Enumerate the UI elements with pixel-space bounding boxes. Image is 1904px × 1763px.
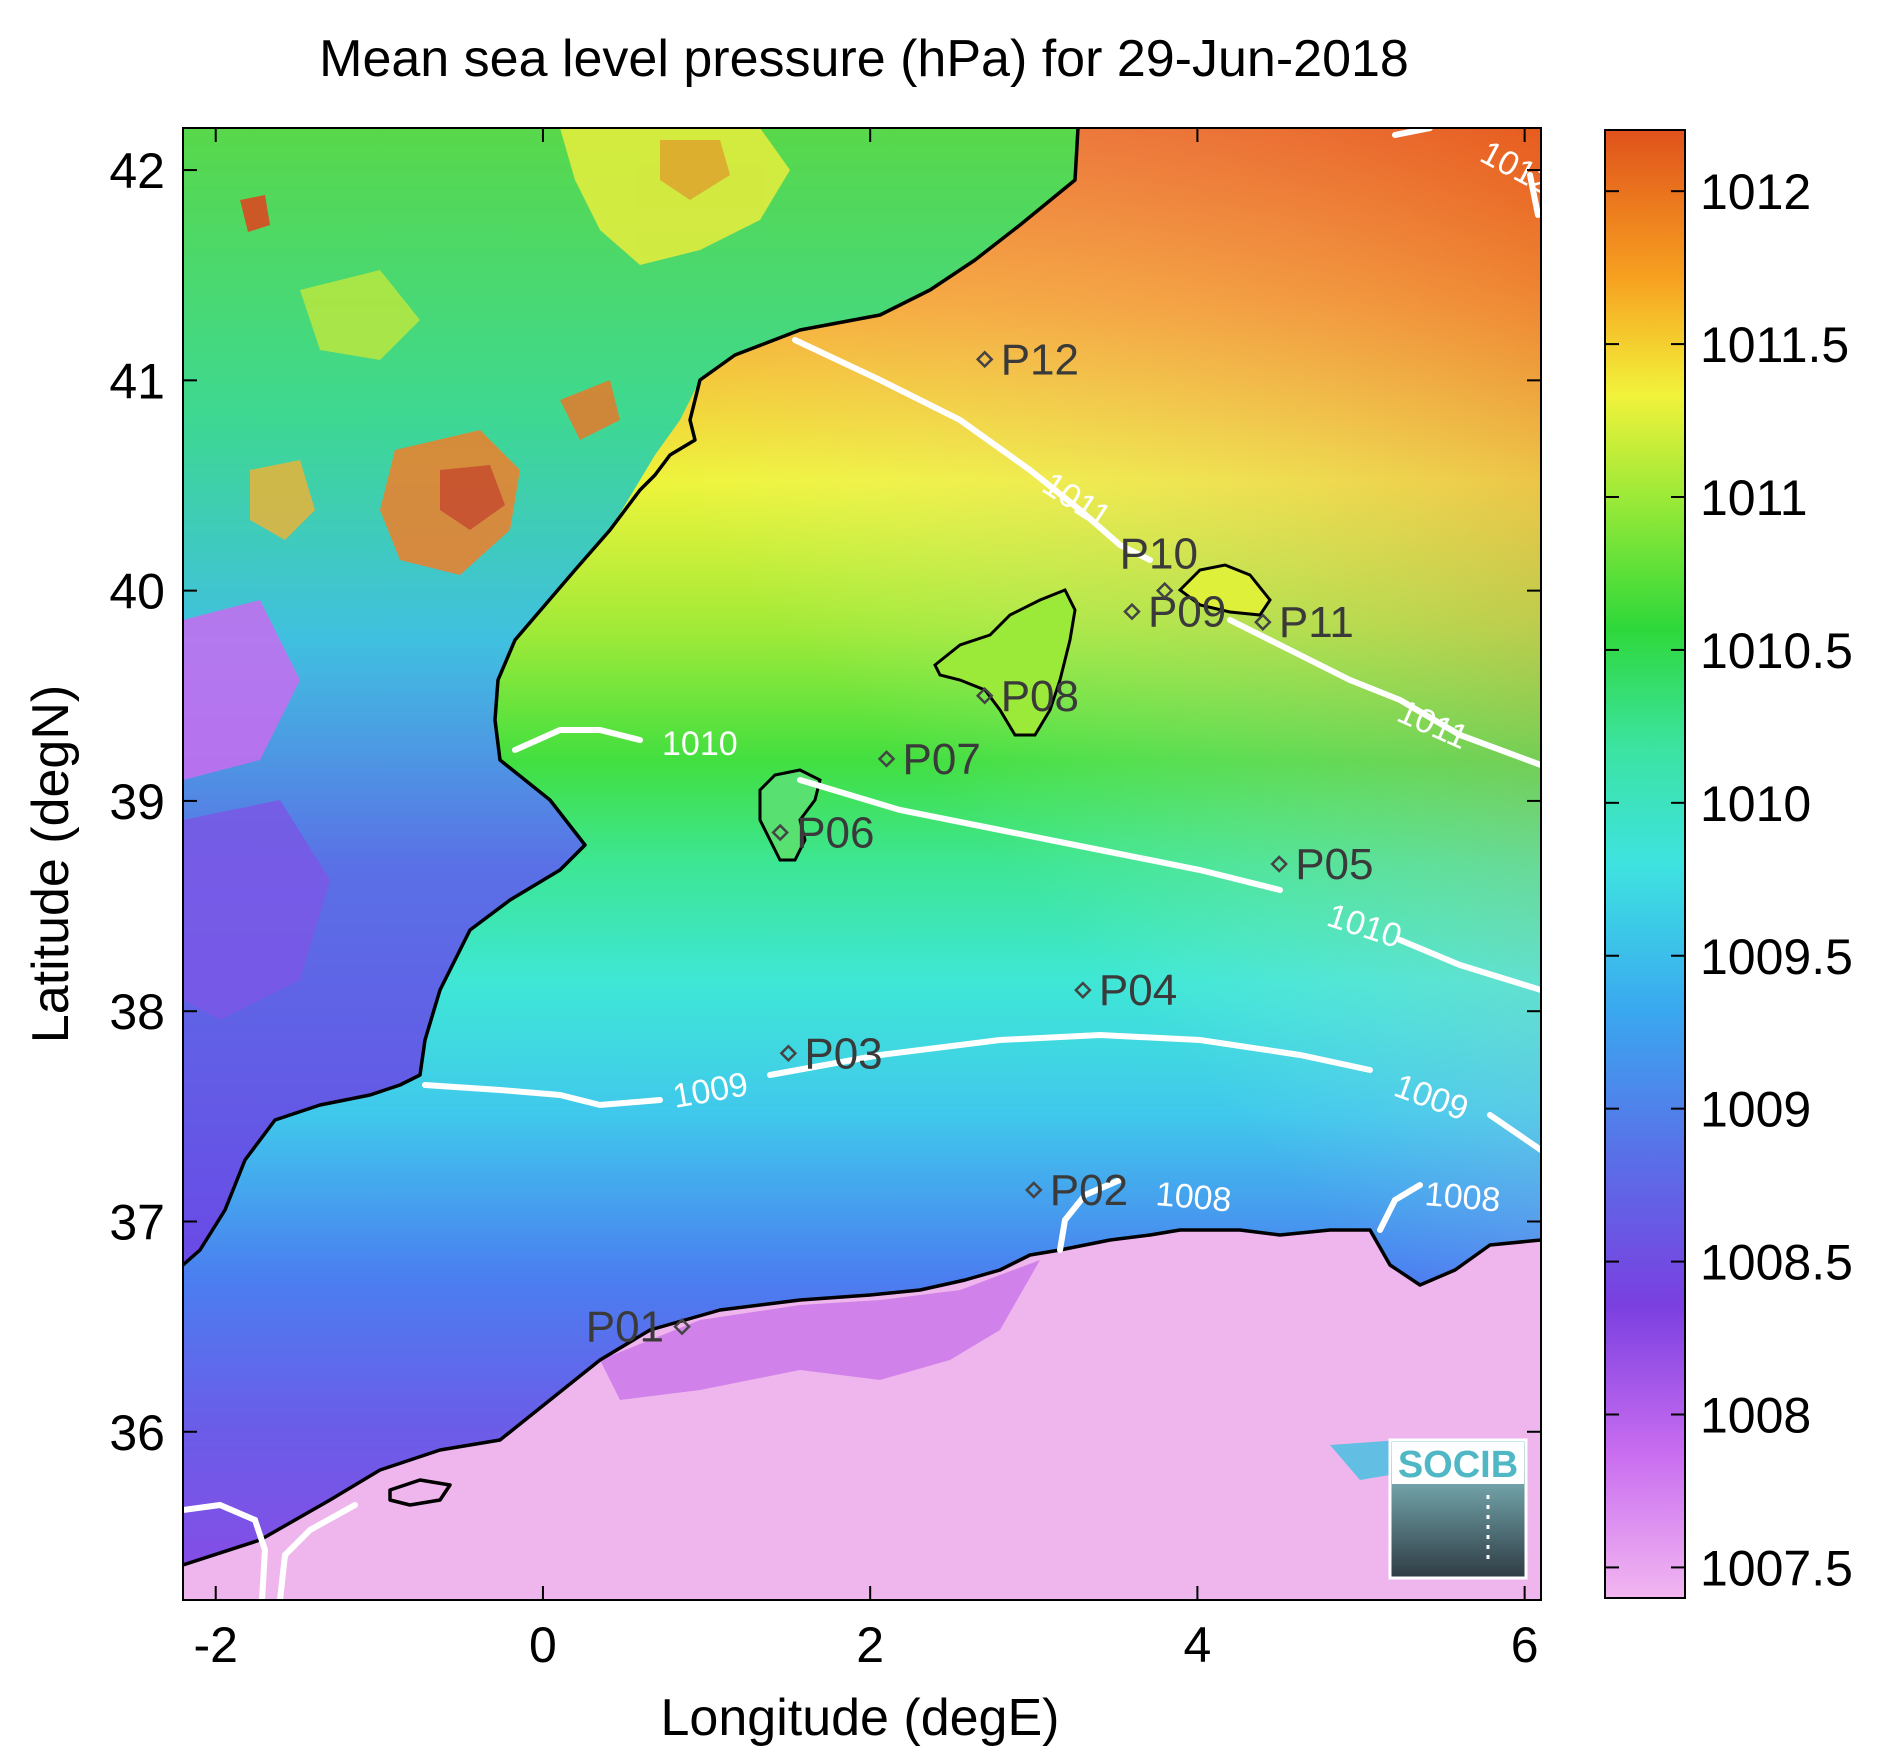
station-label: P09 — [1148, 588, 1226, 637]
colorbar-tick-label: 1007.5 — [1700, 1540, 1853, 1596]
colorbar-tick-label: 1010.5 — [1700, 623, 1853, 679]
station-marker-icon — [1270, 855, 1288, 873]
x-tick-label: -2 — [193, 1617, 237, 1673]
isobar-1011-north — [792, 337, 1153, 563]
map-field: 1012 1011 1011 1010 1010 1009 1009 1008 … — [183, 128, 1541, 1600]
x-tick-label: 6 — [1511, 1617, 1539, 1673]
station-label: P10 — [1120, 530, 1198, 579]
ibiza-island — [758, 768, 822, 862]
isobar-1008-west — [1057, 1177, 1123, 1253]
station-label: P11 — [1279, 598, 1354, 647]
colorbar-tick-label: 1008 — [1700, 1388, 1811, 1444]
isobar-1009-west — [422, 1082, 663, 1109]
isobar-1012-top — [1392, 128, 1433, 138]
isobar-southwest — [183, 1501, 269, 1600]
x-tick-label: 2 — [856, 1617, 884, 1673]
isobar-1010-mid — [797, 777, 1283, 893]
station-p02: P02 — [1025, 1166, 1128, 1215]
station-marker-icon — [1155, 581, 1174, 600]
x-tick-label: 0 — [529, 1617, 557, 1673]
isobar-1009-mid — [767, 1031, 1373, 1078]
x-axis: -2 0 2 4 6 — [193, 128, 1539, 1673]
colorbar — [1604, 129, 1686, 1599]
station-marker-icon — [975, 350, 994, 369]
station-label: P05 — [1295, 840, 1373, 889]
station-p05: P05 — [1270, 840, 1374, 889]
menorca-island — [1177, 563, 1272, 617]
station-p08: P08 — [975, 672, 1079, 721]
map-title: Mean sea level pressure (hPa) for 29-Jun… — [319, 30, 1409, 88]
station-p04: P04 — [1074, 966, 1177, 1015]
isobar-1010-east — [1397, 937, 1541, 993]
socib-logo-text: SOCIB — [1398, 1444, 1518, 1486]
station-label: P07 — [903, 735, 981, 784]
colorbar-tick-label: 1011.5 — [1700, 317, 1849, 373]
colorbar-tick-label: 1008.5 — [1700, 1235, 1853, 1291]
iberia-land — [183, 128, 1078, 1265]
station-label: P06 — [796, 808, 874, 857]
y-tick-label: 41 — [109, 353, 165, 409]
isobar-1011-east — [1227, 617, 1541, 768]
y-tick-label: 40 — [109, 564, 165, 620]
station-p12: P12 — [975, 335, 1079, 384]
isobar-1009-east — [1487, 1112, 1541, 1153]
isobar-label: 1008 — [1154, 1175, 1233, 1219]
station-marker-icon — [1074, 981, 1092, 999]
station-label: P03 — [804, 1029, 882, 1078]
stations: P01 P02 P03 P04 P05 P06 P07 P08 P09 P10 P11 P12 — [586, 335, 1374, 1351]
x-axis-label: Longitude (degE) — [661, 1689, 1060, 1747]
coastlines — [183, 128, 1541, 1567]
station-p01: P01 — [586, 1303, 691, 1352]
station-marker-icon — [673, 1317, 691, 1336]
africa-land — [183, 1230, 1541, 1600]
station-label: P01 — [586, 1303, 664, 1352]
y-axis: 36 37 38 39 40 41 42 — [109, 143, 1541, 1461]
station-p07: P07 — [877, 735, 981, 784]
station-marker-icon — [771, 823, 789, 842]
colorbar-tick-label: 1010 — [1700, 776, 1811, 832]
station-p11: P11 — [1254, 598, 1354, 647]
isobars — [183, 128, 1541, 1600]
isobar-label: 1008 — [1423, 1175, 1502, 1219]
socib-logo: SOCIB — [1388, 1438, 1528, 1580]
station-marker-icon — [877, 750, 896, 768]
station-label: P08 — [1001, 672, 1079, 721]
y-tick-label: 42 — [109, 143, 165, 199]
colorbar-tick-label: 1011 — [1700, 470, 1808, 526]
isobar-1010-west — [512, 727, 643, 753]
colorbar-tick-label: 1012 — [1700, 164, 1811, 220]
station-marker-icon — [1123, 602, 1141, 621]
station-marker-icon — [1025, 1181, 1043, 1199]
y-tick-label: 36 — [109, 1405, 165, 1461]
station-marker-icon — [779, 1044, 798, 1063]
y-tick-label: 37 — [109, 1194, 165, 1250]
isobar-1008-east — [1377, 1182, 1423, 1233]
isobar-1012-corner — [1527, 172, 1541, 218]
colorbar-tick-label: 1009.5 — [1700, 929, 1853, 985]
station-label: P12 — [1001, 335, 1079, 384]
mallorca-island — [933, 588, 1077, 737]
colorbar-ticks: 1007.5 1008 1008.5 1009 1009.5 1010 1010.5 1011… — [1605, 164, 1853, 1596]
colorbar-tick-label: 1009 — [1700, 1082, 1811, 1138]
land-relief — [183, 128, 790, 1020]
station-label: P04 — [1099, 966, 1177, 1015]
station-marker-icon — [1254, 613, 1272, 631]
station-marker-icon — [975, 687, 994, 705]
station-p03: P03 — [779, 1029, 883, 1078]
y-tick-label: 39 — [109, 774, 165, 830]
y-axis-label: Latitude (degN) — [22, 685, 80, 1043]
isobar-label: 1010 — [662, 725, 738, 763]
station-p09: P09 — [1123, 588, 1226, 637]
plot-frame — [182, 127, 1542, 1601]
isobar-southwest-2 — [277, 1502, 358, 1600]
station-p06: P06 — [771, 808, 874, 857]
station-label: P02 — [1050, 1166, 1128, 1215]
station-p10: P10 — [1120, 530, 1198, 600]
y-tick-label: 38 — [109, 984, 165, 1040]
x-tick-label: 4 — [1184, 1617, 1212, 1673]
